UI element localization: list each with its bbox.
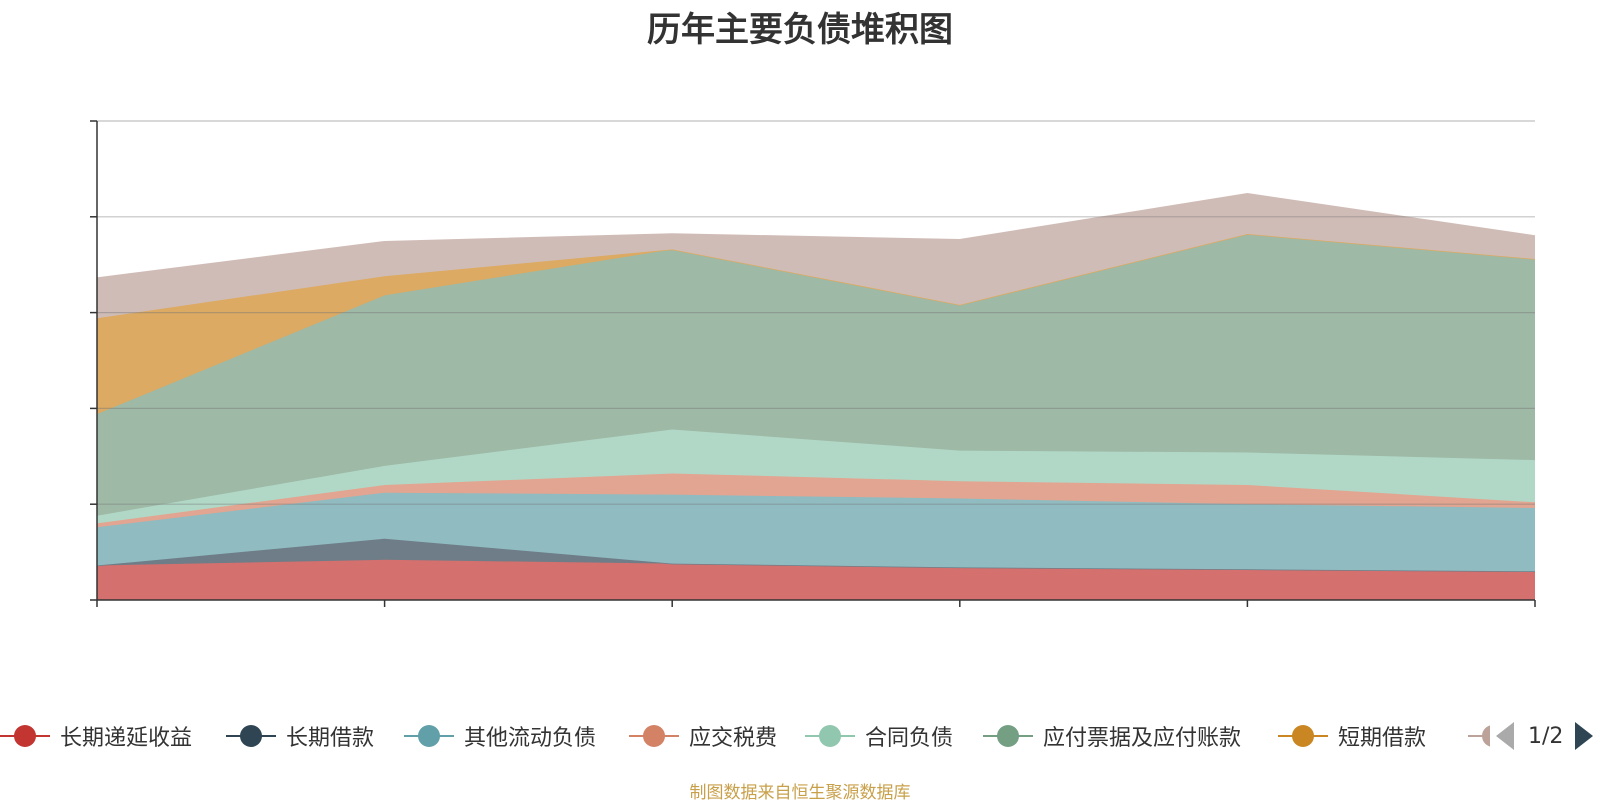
legend: 长期递延收益 长期借款 其他流动负债 应交税费 合同负债 应付票据及应付账款 短期借款	[0, 716, 1600, 756]
legend-swatch-icon	[404, 716, 454, 756]
legend-swatch-icon	[805, 716, 855, 756]
legend-swatch-dot	[1482, 725, 1490, 747]
legend-swatch-icon	[1278, 716, 1328, 756]
area-series-0	[97, 559, 1535, 600]
legend-swatch-icon	[983, 716, 1033, 756]
legend-swatch-dot	[14, 725, 36, 747]
legend-swatch-icon	[629, 716, 679, 756]
area-series-3	[97, 473, 1535, 528]
legend-page-label: 1/2	[1528, 723, 1564, 749]
legend-label: 长期递延收益	[60, 726, 193, 751]
legend-label: 短期借款	[1338, 726, 1427, 751]
legend-item[interactable]: 合同负债	[805, 716, 953, 756]
legend-label: 长期借款	[286, 726, 375, 751]
legend-swatch-dot	[819, 725, 841, 747]
legend-swatch-dot	[1292, 725, 1314, 747]
area-series-6	[97, 234, 1535, 415]
area-series-5	[97, 234, 1535, 516]
legend-swatch-dot	[418, 725, 440, 747]
area-series-4	[97, 429, 1535, 524]
legend-label: 应付票据及应付账款	[1043, 726, 1242, 751]
legend-swatch-icon	[226, 716, 276, 756]
legend-item[interactable]: 应付票据及应付账款	[983, 716, 1241, 756]
chart-title: 历年主要负债堆积图	[647, 10, 953, 50]
area-series-2	[97, 492, 1535, 572]
legend-label: 合同负债	[865, 726, 954, 751]
area-series-1	[97, 538, 1535, 572]
legend-item[interactable]: 长期借款	[226, 716, 374, 756]
legend-item[interactable]: 其他流动负债	[404, 716, 596, 756]
legend-swatch-dot	[997, 725, 1019, 747]
legend-pager: 1/2	[1496, 716, 1594, 756]
legend-prev-page-icon[interactable]	[1496, 722, 1514, 750]
legend-next-page-icon[interactable]	[1575, 722, 1594, 750]
legend-swatch-icon	[0, 716, 50, 756]
legend-swatch-dot	[643, 725, 665, 747]
legend-item[interactable]: 长期递延收益	[0, 716, 192, 756]
source-note: 制图数据来自恒生聚源数据库	[689, 783, 911, 803]
area-series-7	[97, 193, 1535, 319]
legend-label: 应交税费	[689, 726, 778, 751]
legend-swatch-dot	[240, 725, 262, 747]
legend-swatch-icon	[1468, 716, 1490, 756]
line-series-7	[96, 193, 1536, 279]
legend-item[interactable]: 短期借款	[1278, 716, 1426, 756]
chart-plot	[90, 120, 1536, 607]
legend-swatch-line	[1468, 735, 1490, 737]
legend-item[interactable]: 应交税费	[629, 716, 777, 756]
legend-label: 其他流动负债	[464, 726, 597, 751]
legend-item[interactable]	[1468, 716, 1490, 756]
